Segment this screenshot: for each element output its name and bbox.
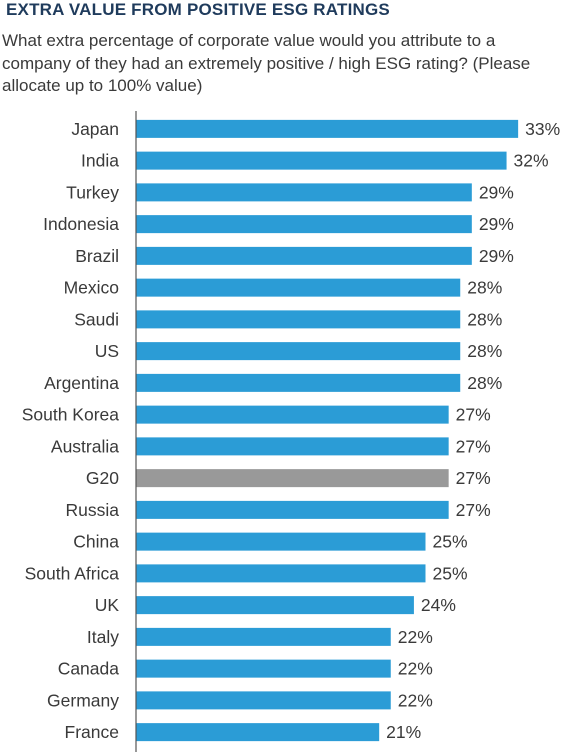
value-label: 29% bbox=[479, 182, 514, 202]
category-label: G20 bbox=[86, 468, 119, 488]
value-label: 29% bbox=[479, 246, 514, 266]
value-label: 22% bbox=[398, 659, 433, 679]
value-label: 22% bbox=[398, 627, 433, 647]
category-label: Italy bbox=[87, 627, 119, 647]
bar-turkey bbox=[136, 183, 472, 202]
value-label: 21% bbox=[386, 722, 421, 742]
value-label: 29% bbox=[479, 214, 514, 234]
category-label: France bbox=[65, 722, 119, 742]
category-label: US bbox=[95, 341, 119, 361]
value-label: 27% bbox=[456, 500, 491, 520]
value-label: 28% bbox=[467, 309, 502, 329]
category-label: Saudi bbox=[74, 309, 119, 329]
bar-south-africa bbox=[136, 564, 426, 583]
category-label: Argentina bbox=[44, 373, 119, 393]
bar-saudi bbox=[136, 310, 461, 329]
category-label: South Korea bbox=[22, 405, 120, 425]
bar-indonesia bbox=[136, 215, 472, 234]
category-label: Australia bbox=[51, 436, 119, 456]
bar-us bbox=[136, 342, 461, 361]
category-label: Turkey bbox=[66, 182, 119, 202]
value-label: 33% bbox=[525, 119, 560, 139]
bar-australia bbox=[136, 437, 449, 456]
value-label: 32% bbox=[514, 151, 549, 171]
chart-title: EXTRA VALUE FROM POSITIVE ESG RATINGS bbox=[6, 0, 390, 19]
bar-south-korea bbox=[136, 405, 449, 424]
category-label: Brazil bbox=[75, 246, 119, 266]
bar-germany bbox=[136, 691, 391, 710]
value-label: 27% bbox=[456, 468, 491, 488]
bar-g20 bbox=[136, 469, 449, 488]
value-label: 24% bbox=[421, 595, 456, 615]
category-label: Mexico bbox=[64, 278, 119, 298]
category-label: South Africa bbox=[25, 563, 120, 583]
chart-subtitle: What extra percentage of corporate value… bbox=[2, 31, 531, 95]
value-label: 28% bbox=[467, 373, 502, 393]
bar-india bbox=[136, 151, 507, 170]
category-label: Indonesia bbox=[43, 214, 119, 234]
bar-mexico bbox=[136, 278, 461, 297]
value-label: 25% bbox=[433, 563, 468, 583]
bar-brazil bbox=[136, 246, 472, 265]
bar-argentina bbox=[136, 373, 461, 392]
category-label: Russia bbox=[66, 500, 120, 520]
bar-russia bbox=[136, 500, 449, 519]
category-label: Canada bbox=[58, 659, 120, 679]
value-label: 27% bbox=[456, 436, 491, 456]
category-label: Japan bbox=[71, 119, 119, 139]
bar-japan bbox=[136, 119, 519, 138]
category-label: India bbox=[81, 151, 119, 171]
bar-uk bbox=[136, 596, 414, 615]
category-label: Germany bbox=[47, 690, 119, 710]
value-label: 28% bbox=[467, 278, 502, 298]
bar-france bbox=[136, 723, 380, 742]
category-label: UK bbox=[95, 595, 120, 615]
category-label: China bbox=[73, 532, 119, 552]
bar-china bbox=[136, 532, 426, 551]
value-label: 25% bbox=[433, 532, 468, 552]
bar-italy bbox=[136, 627, 391, 646]
value-label: 27% bbox=[456, 405, 491, 425]
value-label: 22% bbox=[398, 690, 433, 710]
value-label: 28% bbox=[467, 341, 502, 361]
bar-canada bbox=[136, 659, 391, 678]
